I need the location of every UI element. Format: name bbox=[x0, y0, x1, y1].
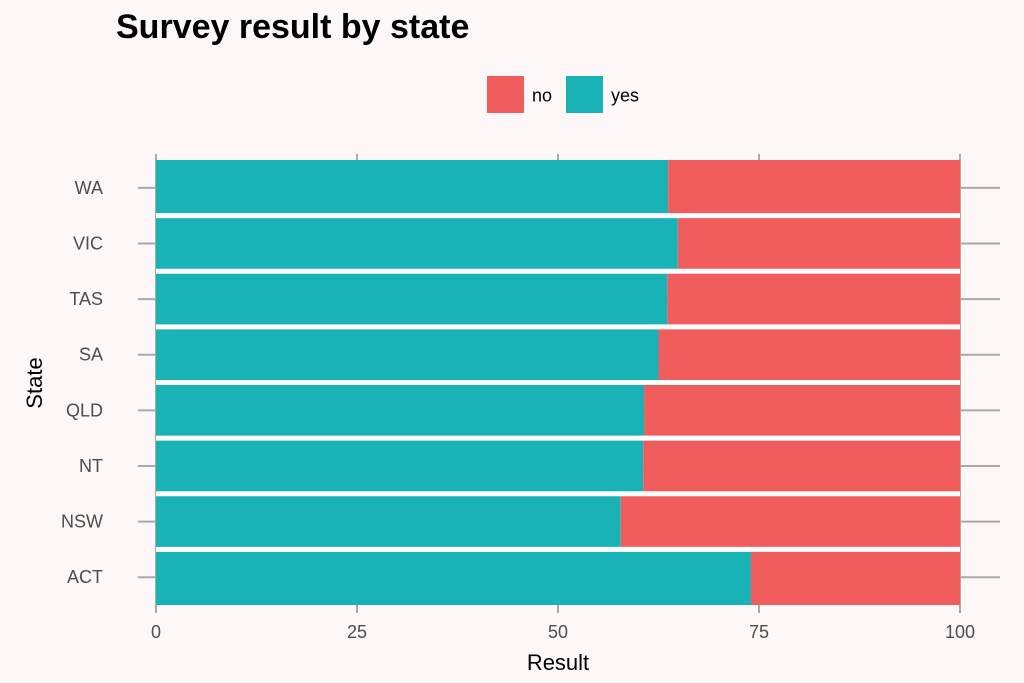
bar-no-wa bbox=[668, 160, 960, 216]
bar-no-qld bbox=[644, 382, 960, 439]
y-axis-title: State bbox=[22, 357, 47, 408]
bar-yes-sa bbox=[156, 326, 659, 383]
x-tick-label: 100 bbox=[945, 622, 975, 642]
bar-no-act bbox=[750, 549, 960, 605]
y-tick-labels: ACT NSW NT QLD SA TAS VIC WA bbox=[61, 178, 103, 587]
bar-yes-act bbox=[156, 549, 751, 605]
bar-no-sa bbox=[658, 326, 960, 383]
x-tick-labels: 0 25 50 75 100 bbox=[151, 622, 975, 642]
legend-key-yes bbox=[566, 76, 603, 113]
legend: no yes bbox=[487, 76, 639, 113]
bar-no-tas bbox=[667, 271, 960, 327]
y-tick-label-nt: NT bbox=[79, 456, 103, 476]
bar-yes-wa bbox=[156, 160, 669, 216]
y-tick-label-tas: TAS bbox=[69, 289, 103, 309]
y-tick-label-qld: QLD bbox=[66, 400, 103, 420]
x-axis-title: Result bbox=[527, 650, 589, 675]
x-tick-label: 50 bbox=[548, 622, 568, 642]
y-tick-label-wa: WA bbox=[75, 178, 103, 198]
bar-yes-tas bbox=[156, 271, 668, 327]
bar-no-nt bbox=[643, 438, 960, 494]
y-tick-label-sa: SA bbox=[79, 345, 103, 365]
legend-label-no: no bbox=[532, 86, 552, 106]
bar-yes-nt bbox=[156, 438, 644, 494]
bars bbox=[156, 160, 960, 605]
bar-yes-vic bbox=[156, 215, 678, 272]
bar-no-nsw bbox=[620, 493, 960, 550]
x-tick-label: 75 bbox=[749, 622, 769, 642]
legend-label-yes: yes bbox=[611, 86, 639, 106]
bar-yes-qld bbox=[156, 382, 645, 439]
bar-no-vic bbox=[677, 215, 960, 272]
x-tick-label: 25 bbox=[347, 622, 367, 642]
x-tick-label: 0 bbox=[151, 622, 161, 642]
legend-key-no bbox=[487, 76, 524, 113]
y-tick-label-act: ACT bbox=[67, 567, 103, 587]
chart-title: Survey result by state bbox=[116, 8, 469, 46]
y-tick-label-vic: VIC bbox=[73, 233, 103, 253]
bar-separators bbox=[156, 213, 960, 552]
y-tick-label-nsw: NSW bbox=[61, 512, 103, 532]
bar-yes-nsw bbox=[156, 493, 621, 550]
